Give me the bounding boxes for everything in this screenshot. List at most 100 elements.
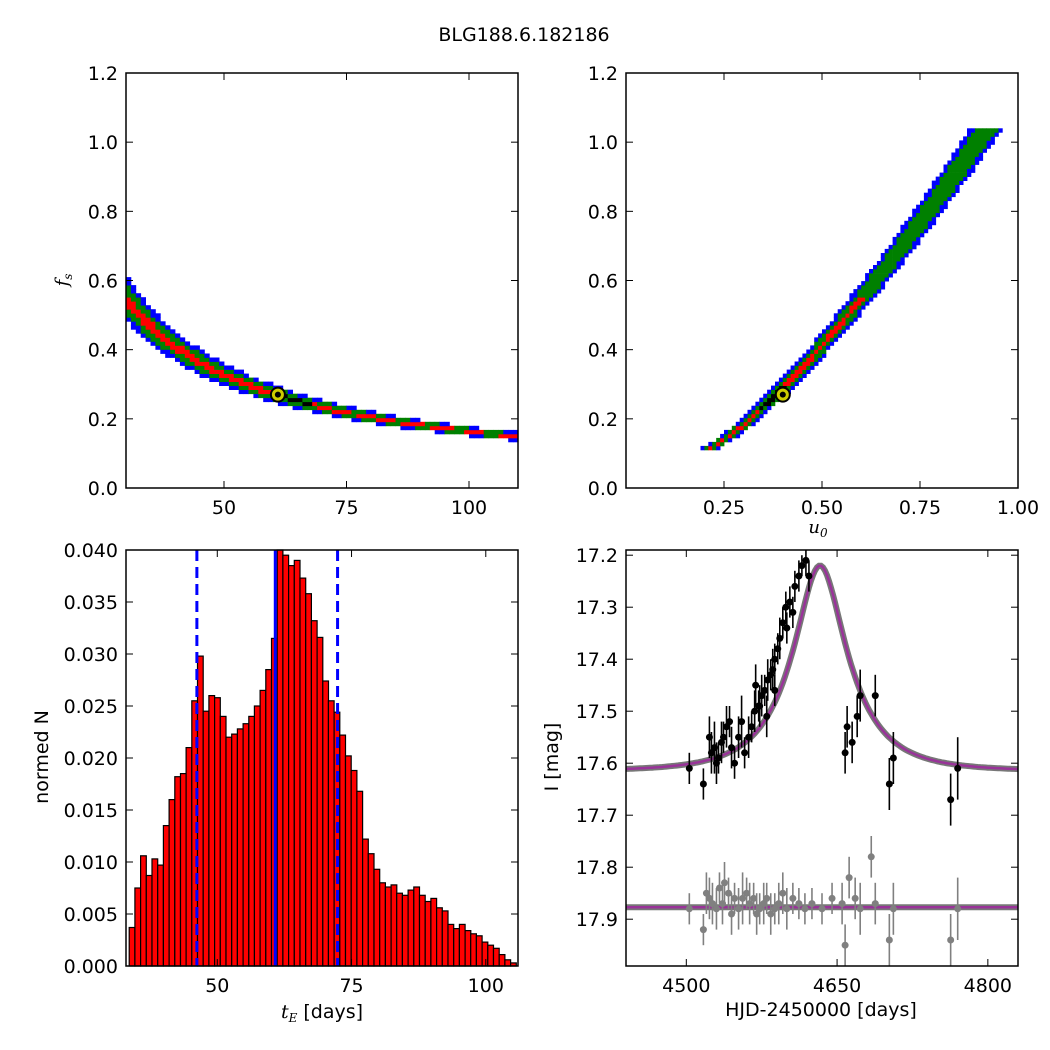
- heatmap-cell: [912, 228, 917, 234]
- heatmap-cell: [751, 417, 756, 423]
- heatmap-cell: [135, 329, 142, 334]
- heatmap-cell: [219, 361, 225, 366]
- heatmap-cell: [947, 168, 952, 173]
- heatmap-cell: [798, 365, 803, 370]
- heatmap-cell: [155, 333, 161, 338]
- heatmap-cell: [763, 405, 768, 411]
- heatmap-cell: [845, 301, 850, 306]
- heatmap-cell: [184, 353, 191, 358]
- heatmap-cell: [145, 321, 151, 326]
- heatmap-cell: [179, 345, 186, 350]
- heatmap-cell: [967, 152, 972, 157]
- heatmap-cell: [829, 321, 835, 326]
- heatmap-cell: [258, 385, 264, 390]
- heatmap-cell: [939, 200, 944, 206]
- heatmap-cell: [814, 337, 819, 342]
- heatmap-cell: [810, 357, 815, 362]
- heatmap-cell: [743, 413, 748, 419]
- heatmap-cell: [908, 228, 913, 234]
- data-point: [753, 910, 761, 918]
- heatmap-cell: [920, 200, 925, 206]
- heatmap-cell: [755, 409, 760, 415]
- heatmap-cell: [927, 224, 933, 230]
- heatmap-cell: [145, 337, 151, 342]
- heatmap-cell: [892, 257, 897, 262]
- heatmap-cell: [140, 297, 146, 302]
- heatmap-cell: [841, 321, 846, 326]
- data-point: [889, 754, 897, 762]
- tE-fs-heatmap: [126, 277, 519, 443]
- heatmap-cell: [739, 425, 744, 431]
- heatmap-cell: [884, 248, 889, 254]
- heatmap-cell: [238, 389, 244, 395]
- data-point: [843, 723, 851, 731]
- heatmap-cell: [351, 409, 357, 415]
- histogram-bar: [151, 858, 159, 967]
- heatmap-cell: [904, 240, 909, 246]
- heatmap-cell: [947, 192, 952, 198]
- heatmap-cell: [896, 236, 901, 242]
- heatmap-cell: [238, 373, 244, 378]
- heatmap-cell: [258, 389, 264, 395]
- heatmap-cell: [140, 309, 146, 314]
- heatmap-cell: [429, 425, 436, 431]
- y-tick-label: 1.2: [88, 63, 118, 85]
- heatmap-cell: [204, 357, 210, 362]
- heatmap-cell: [170, 333, 176, 338]
- heatmap-cell: [818, 341, 823, 346]
- lightcurve-plot: [626, 550, 1018, 966]
- heatmap-cell: [951, 192, 956, 198]
- heatmap-cell: [165, 337, 171, 342]
- heatmap-cell: [771, 385, 776, 390]
- heatmap-cell: [900, 253, 905, 258]
- histogram-bar: [344, 755, 352, 967]
- heatmap-cell: [920, 204, 925, 210]
- histogram-bar: [470, 933, 478, 967]
- heatmap-cell: [880, 269, 886, 274]
- heatmap-cell: [974, 136, 980, 141]
- data-point: [685, 905, 693, 913]
- heatmap-cell: [775, 381, 780, 386]
- heatmap-cell: [439, 421, 445, 427]
- heatmap-cell: [130, 313, 137, 318]
- heatmap-cell: [322, 409, 328, 415]
- heatmap-cell: [845, 321, 850, 326]
- data-point: [748, 723, 756, 731]
- heatmap-cell: [424, 425, 431, 431]
- tE-fs-axes: 50 75 100 0.0 0.2 0.4 0.6 0.8 1.0 1.2: [88, 63, 519, 519]
- heatmap-cell: [955, 172, 960, 177]
- heatmap-cell: [927, 208, 933, 214]
- heatmap-cell: [818, 333, 823, 338]
- heatmap-cell: [931, 204, 937, 210]
- heatmap-cell: [825, 333, 831, 338]
- heatmap-cell: [287, 393, 293, 399]
- histogram-bar: [140, 855, 147, 967]
- heatmap-cell: [204, 353, 210, 358]
- histogram-bar: [248, 715, 256, 967]
- y-tick-label: 1.2: [588, 63, 618, 85]
- heatmap-cell: [731, 429, 737, 435]
- heatmap-cell: [982, 140, 987, 145]
- heatmap-cell: [873, 273, 878, 278]
- heatmap-cell: [994, 128, 999, 133]
- heatmap-cell: [853, 297, 858, 302]
- heatmap-cell: [160, 349, 166, 354]
- heatmap-cell: [920, 208, 925, 214]
- heatmap-cell: [892, 269, 897, 274]
- heatmap-cell: [771, 393, 776, 399]
- heatmap-cell: [908, 244, 913, 250]
- heatmap-cell: [892, 261, 897, 266]
- data-point: [795, 900, 803, 908]
- heatmap-cell: [336, 413, 342, 419]
- heatmap-cell: [916, 204, 921, 210]
- heatmap-cell: [908, 220, 913, 226]
- histogram-bar: [253, 705, 261, 967]
- heatmap-cell: [135, 309, 142, 314]
- data-point: [685, 764, 693, 772]
- heatmap-cell: [959, 144, 964, 149]
- heatmap-cell: [704, 445, 709, 451]
- heatmap-cell: [253, 381, 259, 386]
- heatmap-cell: [155, 345, 161, 350]
- heatmap-cell: [317, 401, 323, 407]
- heatmap-cell: [920, 216, 925, 222]
